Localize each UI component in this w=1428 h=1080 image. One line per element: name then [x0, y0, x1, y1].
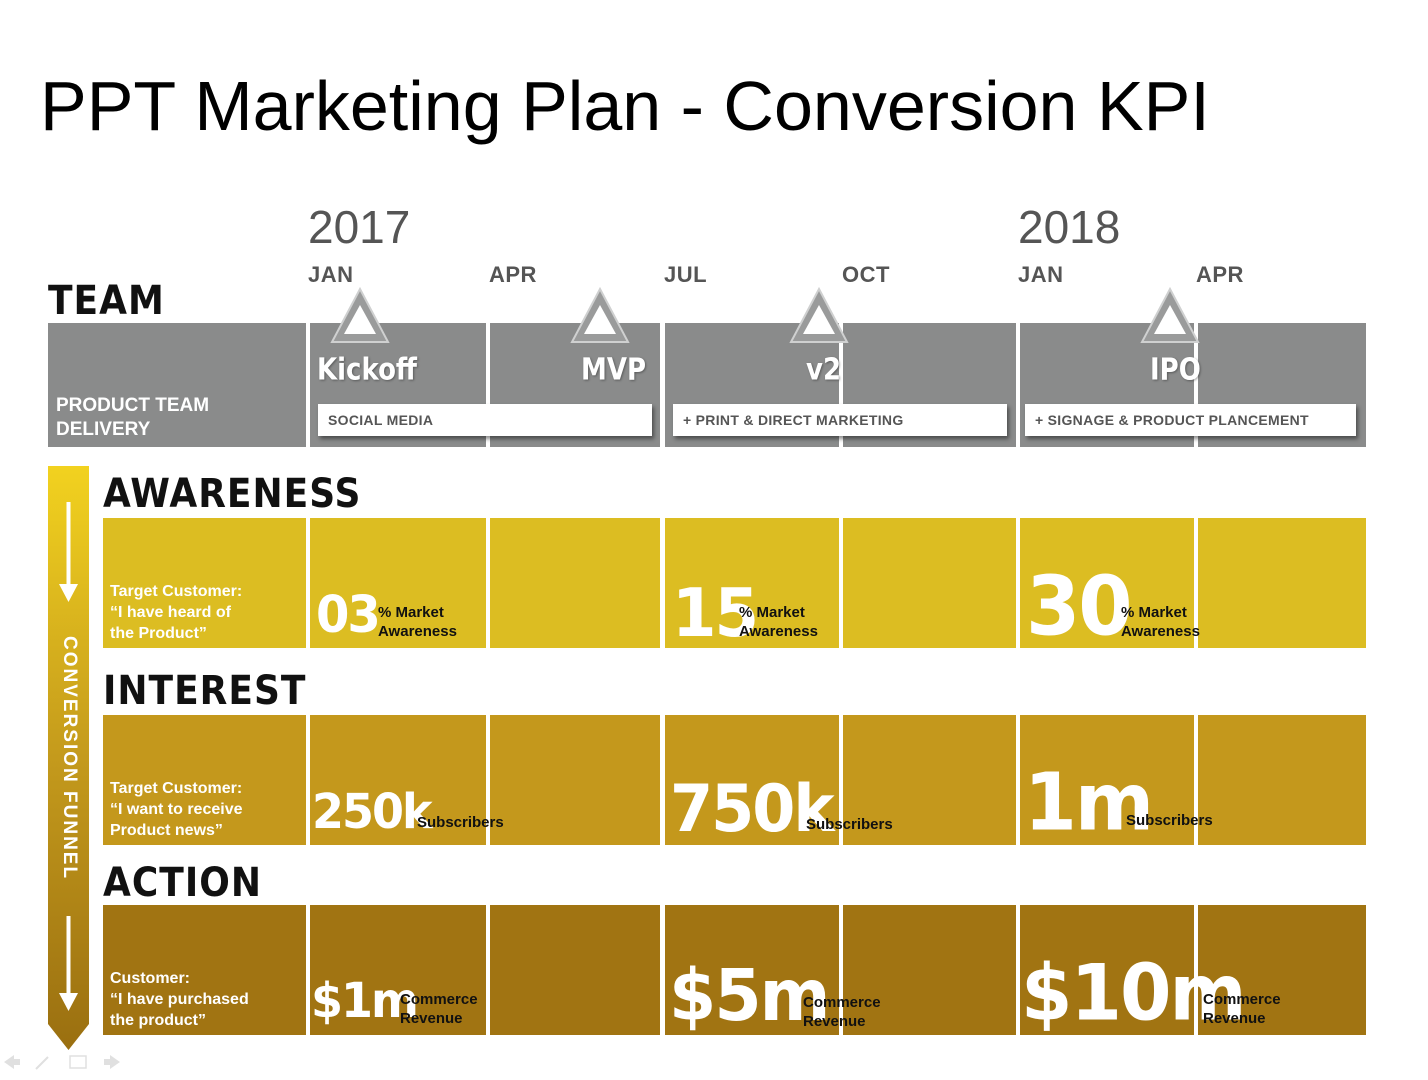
channel-bar-signage: + SIGNAGE & PRODUCT PLANCEMENT	[1025, 404, 1356, 436]
year-label-2017: 2017	[308, 201, 411, 253]
awareness-cell	[1198, 518, 1366, 648]
channel-bar-social-media: SOCIAL MEDIA	[318, 404, 652, 436]
action-cell	[310, 905, 486, 1035]
interest-kpi-value: 750k	[670, 770, 835, 847]
interest-cell	[665, 715, 839, 845]
milestone-triangle-icon	[570, 286, 630, 343]
slideshow-nav-icon[interactable]	[2, 1051, 122, 1073]
month-label: APR	[489, 262, 537, 287]
action-row-label: Customer: “I have purchased the product”	[110, 970, 249, 1029]
action-heading: ACTION	[103, 860, 262, 906]
interest-row-label: Target Customer: “I want to receive Prod…	[110, 780, 243, 839]
year-label-2018: 2018	[1018, 201, 1121, 253]
action-kpi-value: $1m	[311, 972, 419, 1029]
awareness-kpi-value: 03	[316, 586, 381, 645]
milestone-triangle-icon	[330, 286, 390, 343]
interest-cell	[310, 715, 486, 845]
milestone-mvp: MVP	[581, 353, 647, 388]
interest-kpi-unit: Subscribers	[417, 814, 504, 831]
awareness-kpi-unit: % Market Awareness	[378, 604, 457, 640]
awareness-cell	[665, 518, 839, 648]
interest-kpi-value: 250k	[312, 783, 433, 840]
month-label: JAN	[308, 262, 354, 287]
milestone-kickoff: Kickoff	[317, 353, 417, 388]
interest-kpi-value: 1m	[1024, 755, 1154, 849]
awareness-kpi-unit: % Market Awareness	[739, 604, 818, 640]
team-label-cell: PRODUCT TEAM DELIVERY	[48, 323, 306, 447]
interest-cell	[1198, 715, 1366, 845]
action-cell	[1198, 905, 1366, 1035]
conversion-funnel-arrow	[48, 466, 89, 1050]
awareness-kpi-value: 30	[1026, 560, 1133, 655]
milestone-v2: v2	[806, 353, 842, 388]
slide-title: PPT Marketing Plan - Conversion KPI	[40, 67, 1210, 145]
action-cell	[1020, 905, 1194, 1035]
interest-cell	[1020, 715, 1194, 845]
action-cell	[665, 905, 839, 1035]
month-label: APR	[1196, 262, 1244, 287]
action-kpi-unit: Commerce Revenue	[1203, 991, 1281, 1027]
interest-kpi-unit: Subscribers	[1126, 812, 1213, 829]
channel-bar-print-direct: + PRINT & DIRECT MARKETING	[673, 404, 1007, 436]
awareness-kpi-unit: % Market Awareness	[1121, 604, 1200, 640]
action-label-cell: Customer: “I have purchased the product”	[103, 905, 306, 1035]
action-cell	[843, 905, 1016, 1035]
team-heading: TEAM	[48, 278, 165, 324]
awareness-cell	[310, 518, 486, 648]
team-row-label: PRODUCT TEAM DELIVERY	[56, 395, 210, 440]
milestone-triangle-icon	[1140, 286, 1200, 343]
action-cell	[490, 905, 660, 1035]
interest-heading: INTEREST	[103, 668, 307, 714]
month-label: OCT	[842, 262, 890, 287]
interest-kpi-unit: Subscribers	[806, 816, 893, 833]
milestone-triangle-icon	[789, 286, 849, 343]
awareness-cell	[1020, 518, 1194, 648]
interest-cell	[843, 715, 1016, 845]
action-kpi-unit: Commerce Revenue	[400, 991, 478, 1027]
conversion-funnel-label: CONVERSION FUNNEL	[59, 636, 80, 881]
action-kpi-value: $10m	[1021, 948, 1247, 1039]
awareness-cell	[490, 518, 660, 648]
awareness-kpi-value: 15	[672, 575, 759, 653]
awareness-cell	[843, 518, 1016, 648]
milestone-ipo: IPO	[1150, 353, 1201, 388]
interest-cell	[490, 715, 660, 845]
month-label: JUL	[664, 262, 708, 287]
awareness-row-label: Target Customer: “I have heard of the Pr…	[110, 583, 243, 642]
awareness-heading: AWARENESS	[103, 471, 362, 517]
awareness-label-cell: Target Customer: “I have heard of the Pr…	[103, 518, 306, 648]
slideshow-controls[interactable]	[2, 1051, 122, 1073]
action-kpi-unit: Commerce Revenue	[803, 994, 881, 1030]
month-label: JAN	[1018, 262, 1064, 287]
interest-label-cell: Target Customer: “I want to receive Prod…	[103, 715, 306, 845]
action-kpi-value: $5m	[669, 955, 830, 1038]
